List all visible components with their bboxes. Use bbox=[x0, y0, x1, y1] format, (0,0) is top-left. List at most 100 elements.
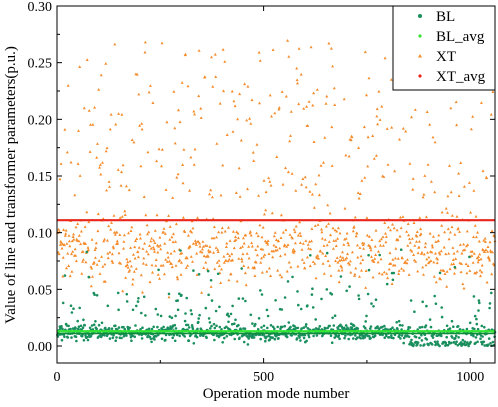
xt-point bbox=[325, 94, 329, 98]
xt-point bbox=[305, 255, 309, 259]
bl-point bbox=[135, 304, 138, 308]
xt-point bbox=[326, 203, 330, 207]
xt-point bbox=[124, 184, 128, 188]
bl-point bbox=[356, 327, 360, 330]
xt-point bbox=[256, 234, 260, 238]
xt-point bbox=[64, 232, 68, 235]
xt-point bbox=[319, 249, 323, 253]
xt-point bbox=[365, 93, 368, 97]
xt-point bbox=[260, 256, 263, 260]
bl-point bbox=[88, 326, 92, 330]
bl-point bbox=[257, 317, 261, 320]
xt-point bbox=[427, 255, 431, 259]
bl-point bbox=[311, 306, 315, 309]
xt-point bbox=[198, 241, 202, 245]
bl-point bbox=[178, 292, 181, 296]
legend-marker bbox=[418, 74, 422, 78]
xt-point bbox=[393, 256, 397, 260]
xt-point bbox=[238, 92, 242, 96]
bl-point bbox=[317, 327, 320, 331]
xt-point bbox=[70, 252, 73, 256]
xt-point bbox=[429, 259, 433, 262]
xt-point bbox=[127, 231, 130, 235]
xt-point bbox=[267, 266, 271, 270]
xt-point bbox=[349, 270, 353, 274]
xt-point bbox=[480, 270, 484, 274]
xt-point bbox=[427, 260, 431, 264]
xt-point bbox=[222, 254, 226, 258]
xt-point bbox=[102, 239, 106, 243]
xt-point bbox=[166, 251, 170, 254]
xt-point bbox=[220, 267, 223, 271]
xt-point bbox=[390, 282, 394, 285]
xt-point bbox=[176, 277, 180, 281]
xt-point bbox=[305, 105, 309, 108]
bl-point bbox=[185, 296, 188, 300]
xt-point bbox=[59, 162, 63, 165]
bl-point bbox=[440, 315, 444, 319]
xt-point bbox=[186, 264, 190, 267]
xt-point bbox=[252, 159, 256, 162]
xt-point bbox=[172, 249, 176, 253]
bl-point bbox=[386, 328, 389, 331]
bl-point bbox=[367, 268, 371, 272]
xt-point bbox=[194, 241, 198, 245]
xt-point bbox=[186, 84, 190, 88]
xt-point bbox=[462, 286, 466, 290]
bl-point bbox=[286, 280, 290, 283]
bl-point bbox=[183, 335, 186, 338]
xt-point bbox=[240, 257, 244, 260]
xt-point bbox=[278, 246, 282, 250]
xt-point bbox=[263, 239, 267, 243]
xt-point bbox=[196, 240, 200, 243]
bl-point bbox=[82, 318, 85, 322]
xt-point bbox=[257, 50, 261, 54]
xt-point bbox=[388, 251, 392, 255]
xt-point bbox=[425, 110, 429, 113]
xt-point bbox=[270, 114, 273, 118]
bl-point bbox=[214, 309, 218, 313]
xt-point bbox=[351, 229, 355, 233]
xt-point bbox=[204, 260, 208, 264]
xt-point bbox=[348, 259, 352, 263]
xt-point bbox=[346, 261, 350, 265]
bl-point bbox=[252, 336, 256, 339]
xt-point bbox=[162, 227, 166, 230]
bl-point bbox=[312, 334, 315, 338]
bl-point bbox=[122, 325, 125, 329]
bl-point bbox=[401, 324, 404, 327]
xt-point bbox=[77, 239, 81, 243]
xt-point bbox=[306, 243, 310, 246]
xt-point bbox=[65, 242, 69, 245]
xt-point bbox=[236, 117, 240, 121]
xt-point bbox=[77, 129, 80, 132]
bl-point bbox=[176, 308, 180, 312]
xt-point bbox=[408, 162, 412, 165]
bl-point bbox=[483, 325, 486, 329]
bl-point bbox=[70, 336, 73, 339]
xt-point bbox=[356, 191, 360, 194]
bl-point bbox=[159, 314, 163, 318]
xt-point bbox=[416, 251, 420, 255]
xt-point bbox=[133, 256, 137, 260]
xt-point bbox=[432, 275, 436, 278]
xt-point bbox=[158, 243, 162, 247]
bl-point bbox=[72, 307, 75, 311]
xt-point bbox=[279, 213, 283, 217]
bl-point bbox=[186, 323, 190, 327]
xt-point bbox=[109, 112, 113, 116]
xt-point bbox=[325, 243, 329, 247]
xt-point bbox=[247, 245, 251, 248]
xt-point bbox=[229, 272, 233, 276]
bl-point bbox=[350, 326, 354, 329]
xt-point bbox=[220, 226, 224, 230]
bl-point bbox=[314, 327, 318, 330]
xt-point bbox=[434, 280, 438, 284]
bl-point bbox=[131, 308, 135, 312]
xt-point bbox=[199, 106, 203, 110]
xt-point bbox=[386, 225, 390, 229]
xt-point bbox=[106, 256, 110, 260]
xt-point bbox=[106, 251, 110, 255]
xt-point bbox=[417, 239, 421, 243]
bl-point bbox=[295, 337, 299, 340]
